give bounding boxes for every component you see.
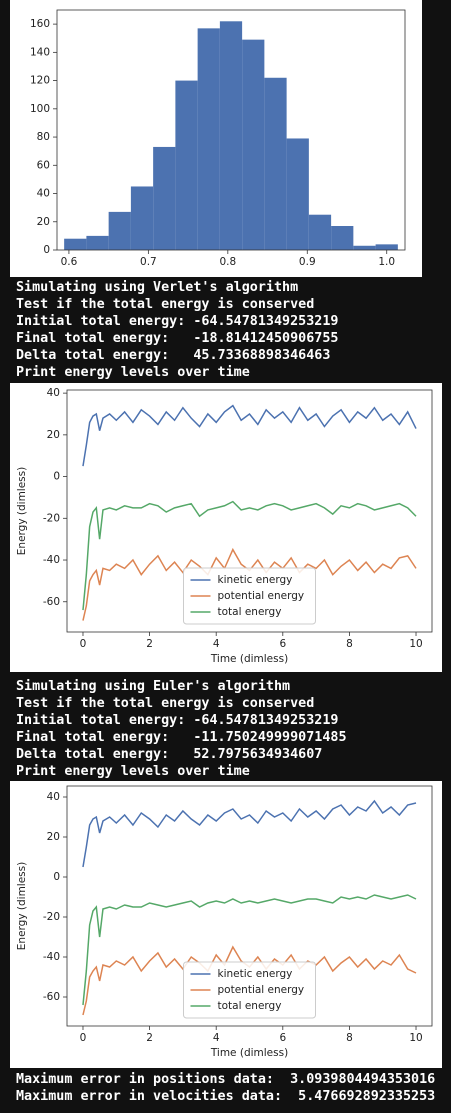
output-line: Simulating using Euler's algorithm [16,678,290,694]
legend-label: potential energy [218,984,305,996]
y-tick-label: 40 [47,791,60,803]
y-tick-label: 20 [37,216,50,228]
line-series [82,894,417,1006]
output-line: Delta total energy: 52.7975634934607 [16,747,322,762]
y-axis-label: Energy (dimless) [16,862,28,950]
y-tick-label: -40 [43,951,60,963]
histogram-bar [264,77,287,250]
output-line: Maximum error in positions data: 3.09398… [16,1071,435,1087]
x-tick-label: 0 [80,638,87,650]
histogram-bar [64,238,87,250]
y-tick-label: 120 [30,75,50,87]
x-tick-label: 2 [146,1032,153,1044]
legend-label: kinetic energy [218,968,293,980]
output-line: Delta total energy: 45.73368898346463 [16,348,330,363]
y-tick-label: -20 [43,512,60,524]
histogram-bar [331,226,354,250]
x-tick-label: 1.0 [378,256,395,268]
y-tick-label: 0 [53,871,60,883]
axes-frame [66,785,433,1027]
histogram-bar [108,211,131,250]
y-tick-label: -60 [43,991,60,1003]
axes-frame [56,9,406,251]
y-tick-label: 80 [37,131,50,143]
plot-panel [10,383,442,672]
legend-label: kinetic energy [218,574,293,586]
y-tick-label: 20 [47,429,60,441]
x-tick-label: 0 [80,1032,87,1044]
x-tick-label: 8 [346,638,353,650]
x-tick-label: 0.9 [299,256,316,268]
output-line: Test if the total energy is conserved [16,296,314,312]
line-series [82,945,417,1016]
output-line: Initial total energy: -64.54781349253219 [16,712,338,728]
x-tick-label: 4 [213,638,220,650]
output-line: Test if the total energy is conserved [16,695,314,711]
y-tick-label: 100 [30,103,50,115]
y-tick-label: -40 [43,554,60,566]
x-tick-label: 8 [346,1032,353,1044]
x-tick-label: 6 [279,638,286,650]
histogram-bar [286,138,309,250]
y-tick-label: 40 [37,188,50,200]
legend-label: potential energy [218,590,305,602]
output-line: Simulating using Verlet's algorithm [16,279,298,295]
y-tick-label: 0 [53,471,60,483]
x-tick-label: 6 [279,1032,286,1044]
output-line: Final total energy: -11.750249999071485 [16,729,347,745]
y-tick-label: -60 [43,596,60,608]
x-tick-label: 10 [409,1032,422,1044]
output-line: Print energy levels over time [16,763,250,779]
line-series [82,500,417,611]
histogram-bar [153,146,176,250]
histogram-bar [197,28,220,251]
axes-frame [66,389,433,633]
y-axis-label: Energy (dimless) [16,467,28,555]
output-line: Maximum error in velocities data: 5.4766… [16,1088,435,1104]
x-tick-label: 0.8 [219,256,236,268]
histogram-bar [353,245,376,250]
y-tick-label: 160 [30,18,50,30]
line-series [82,404,417,467]
histogram-bar [130,186,154,250]
x-tick-label: 10 [409,638,422,650]
legend-box [183,567,316,625]
x-tick-label: 0.7 [140,256,157,268]
output-line: Final total energy: -18.81412450906755 [16,330,338,346]
x-tick-label: 4 [213,1032,220,1044]
y-tick-label: 20 [47,831,60,843]
histogram-bar [308,214,332,250]
y-tick-label: 60 [37,159,50,171]
legend-label: total energy [218,1000,282,1012]
histogram-bar [175,80,198,251]
x-axis-label: Time (dimless) [210,1047,288,1059]
output-line: Initial total energy: -64.54781349253219 [16,313,338,329]
output-line: Print energy levels over time [16,364,250,380]
legend-label: total energy [218,606,282,618]
histogram-bar [375,244,398,250]
histogram-bar [242,39,265,250]
histogram-bar [219,21,243,251]
histogram-bar [86,235,109,250]
y-tick-label: 0 [43,244,50,256]
y-tick-label: 140 [30,46,50,58]
plot-panel [10,781,442,1068]
line-series [82,799,417,868]
x-tick-label: 2 [146,638,153,650]
y-tick-label: -20 [43,911,60,923]
legend-box [183,961,316,1019]
x-tick-label: 0.6 [61,256,78,268]
x-axis-label: Time (dimless) [210,653,288,665]
line-series [82,547,417,621]
y-tick-label: 40 [47,387,60,399]
